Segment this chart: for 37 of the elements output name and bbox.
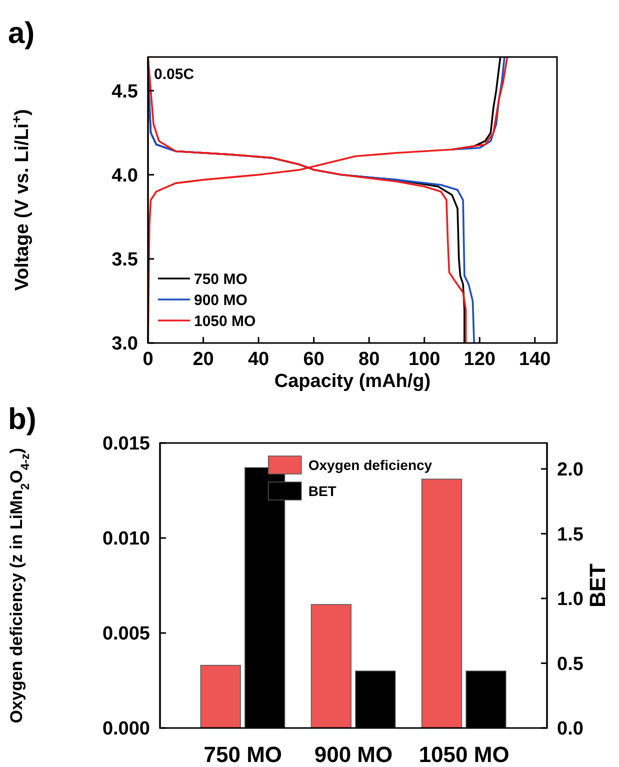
legend-label: 900 MO bbox=[194, 292, 248, 309]
x-tick-label: 80 bbox=[358, 349, 380, 370]
x-tick-label: 40 bbox=[248, 349, 270, 370]
legend-label: 1050 MO bbox=[194, 312, 256, 330]
y-tick-label: 4.0 bbox=[112, 165, 138, 186]
chart-title: a) bbox=[8, 17, 35, 50]
legend-label: 750 MO bbox=[194, 270, 248, 288]
bar bbox=[200, 664, 241, 728]
y2-tick-label: 2.0 bbox=[557, 460, 584, 481]
annotation: 0.05C bbox=[154, 66, 194, 83]
x-tick-label: 0 bbox=[142, 349, 154, 370]
bar bbox=[421, 478, 462, 728]
x-tick-label: 900 MO bbox=[314, 742, 393, 767]
chart-title: b) bbox=[8, 403, 36, 436]
y-tick-label: 4.5 bbox=[112, 81, 138, 102]
x-axis-title: Capacity (mAh/g) bbox=[274, 371, 431, 392]
x-tick-label: 60 bbox=[303, 349, 324, 370]
legend-label: Oxygen deficiency bbox=[308, 456, 432, 473]
x-tick-label: 20 bbox=[192, 349, 214, 370]
y2-tick-label: 1.0 bbox=[557, 589, 584, 610]
y-tick-label: 3.0 bbox=[112, 334, 138, 355]
y-tick-label: 0.000 bbox=[102, 718, 150, 740]
bar bbox=[310, 604, 352, 728]
y-tick-label: 3.5 bbox=[112, 250, 138, 271]
x-tick-label: 120 bbox=[464, 349, 496, 370]
y2-tick-label: 1.5 bbox=[557, 524, 584, 546]
y-tick-label: 0.015 bbox=[102, 434, 150, 455]
legend-label: BET bbox=[308, 482, 337, 499]
y-tick-label: 0.010 bbox=[102, 528, 150, 550]
x-tick-label: 100 bbox=[408, 349, 440, 370]
y2-tick-label: 0.5 bbox=[557, 654, 584, 675]
y2-axis-title: BET bbox=[585, 562, 610, 608]
x-tick-label: 1050 MO bbox=[418, 742, 510, 767]
x-tick-label: 750 MO bbox=[204, 742, 282, 767]
y2-tick-label: 0.0 bbox=[557, 718, 584, 740]
y-tick-label: 0.005 bbox=[102, 624, 150, 645]
x-tick-label: 140 bbox=[519, 349, 551, 370]
